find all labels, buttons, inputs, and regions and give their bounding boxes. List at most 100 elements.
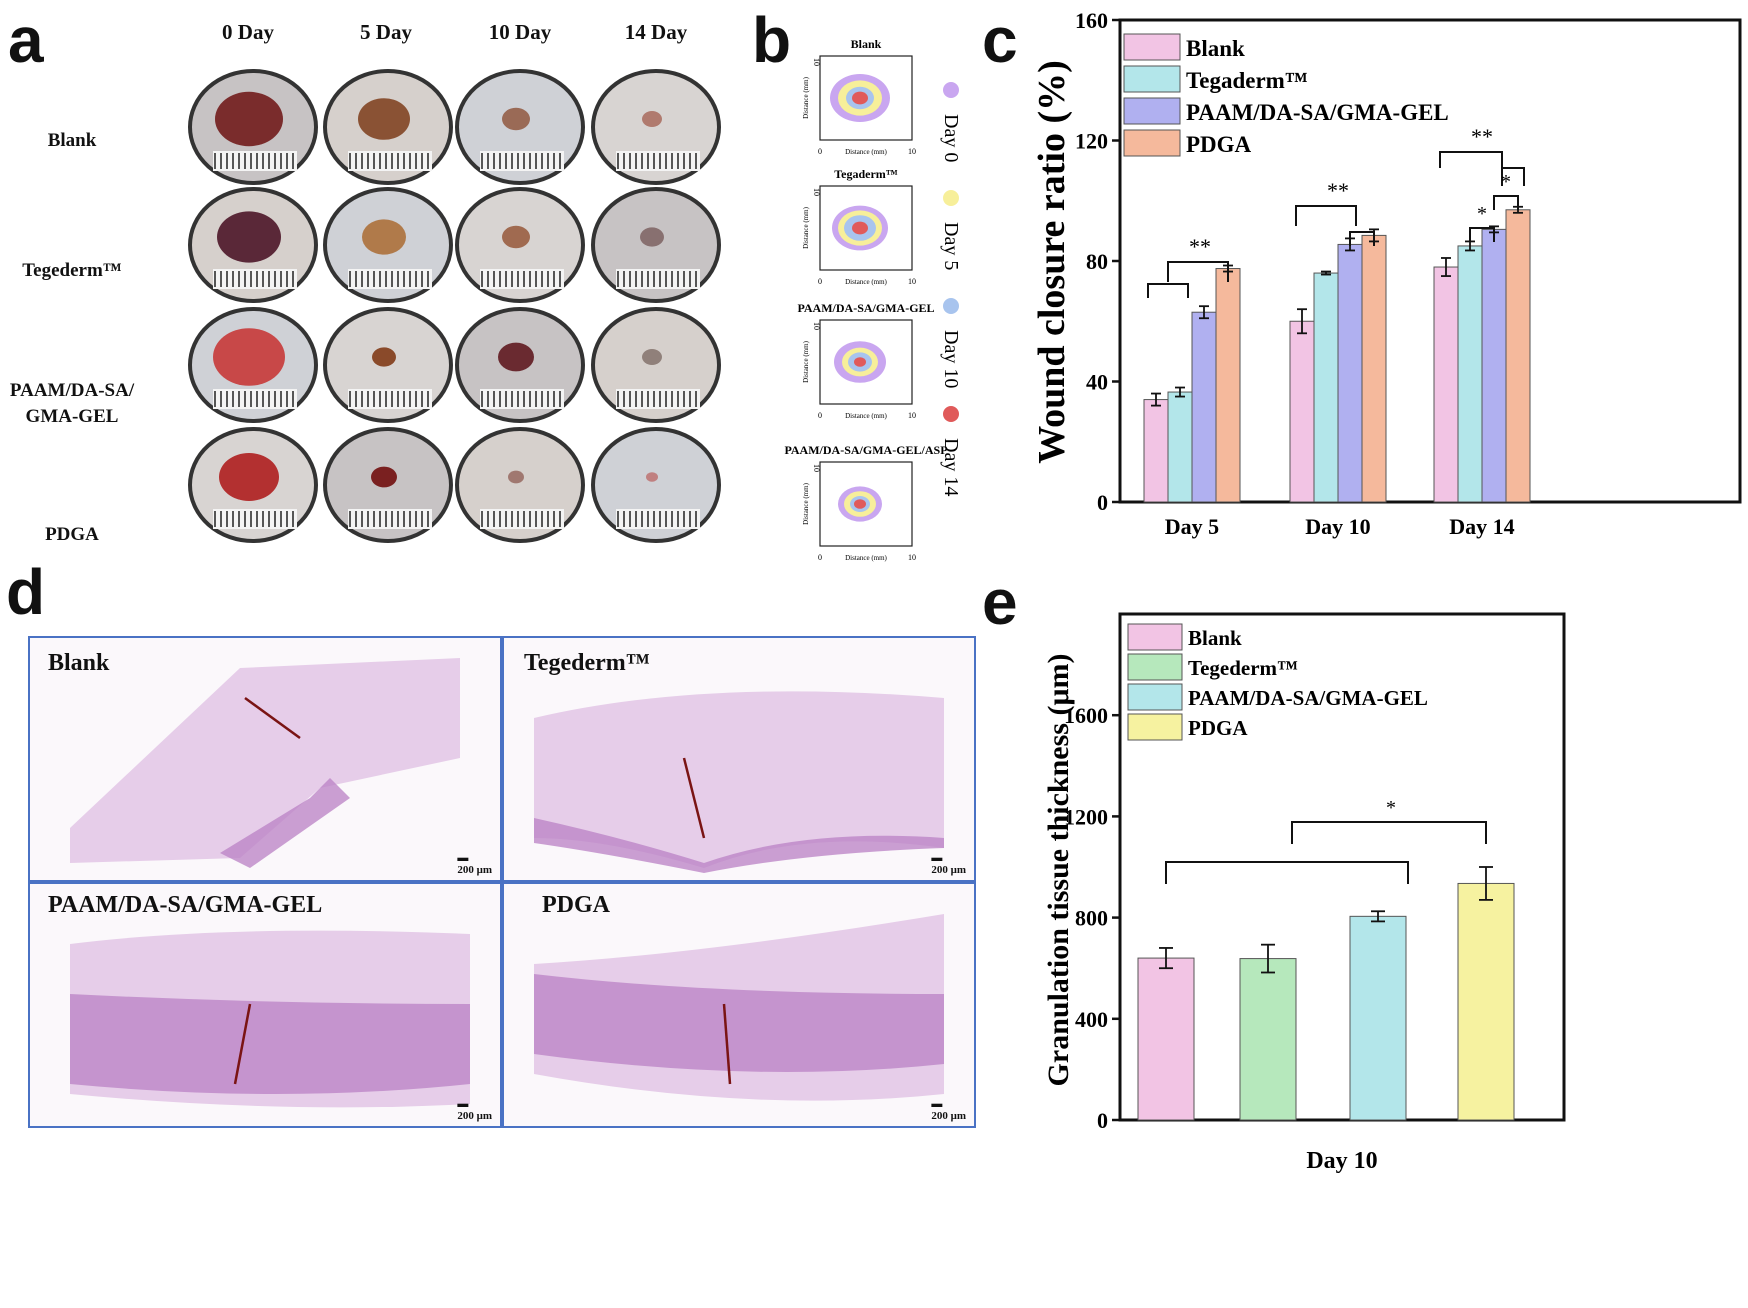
ruler — [213, 151, 297, 171]
histology-label: PDGA — [542, 892, 610, 918]
trace-ylabel: Distance (mm) — [802, 76, 810, 118]
bar — [1361, 234, 1387, 503]
significance-mark: * — [1386, 797, 1396, 819]
ruler — [616, 389, 700, 409]
thickness-arrow — [244, 696, 301, 740]
ruler-body — [348, 269, 432, 289]
epidermis-layer — [220, 778, 350, 868]
ruler — [213, 389, 297, 409]
significance-mark: * — [1501, 171, 1511, 193]
scale-bar-text: 200 μm — [457, 1110, 492, 1122]
trace-tick: 10 — [812, 58, 821, 66]
histology-label: Tegederm™ — [524, 650, 650, 676]
scale-bar: ▬ 200 μm — [931, 1098, 966, 1122]
ruler-body — [480, 151, 564, 171]
day-header: 10 Day — [488, 20, 552, 44]
significance-mark: ** — [1471, 124, 1493, 149]
tissue-image — [504, 884, 974, 1126]
y-tick-label: 80 — [1086, 249, 1108, 274]
ruler-body — [480, 269, 564, 289]
legend-label: Day 14 — [940, 438, 962, 496]
day-header: 5 Day — [360, 20, 412, 44]
panel-label-d: d — [6, 556, 46, 628]
wound-area — [642, 349, 662, 365]
bar — [1457, 245, 1483, 503]
y-tick-label: 400 — [1075, 1007, 1108, 1032]
x-axis-label: Day 10 — [1306, 1148, 1377, 1174]
tissue-image — [504, 638, 974, 880]
ruler-body — [616, 389, 700, 409]
trace-xlabel: Distance (mm) — [845, 554, 887, 562]
bar — [1215, 268, 1241, 503]
significance-bracket — [1295, 205, 1357, 226]
trace-tick: 10 — [812, 188, 821, 196]
trace-xlabel: Distance (mm) — [845, 412, 887, 420]
ruler — [348, 389, 432, 409]
y-tick-label: 160 — [1075, 8, 1108, 33]
wound-photo-grid — [188, 69, 721, 543]
panel-label-a: a — [8, 4, 44, 76]
significance-bracket — [1439, 151, 1503, 168]
wound-area — [215, 91, 283, 147]
group-label-text: PAAM/DA-SA/ GMA-GEL — [9, 380, 135, 427]
trace-tick: 0 — [818, 553, 822, 562]
wound-area — [502, 225, 530, 249]
trace-ring — [854, 499, 866, 509]
ruler-body — [213, 151, 297, 171]
ruler — [616, 151, 700, 171]
significance-mark: ** — [1189, 234, 1211, 259]
trace-tick: 10 — [908, 147, 916, 156]
y-axis-label: Granulation tissue thickness (μm) — [1042, 654, 1075, 1087]
legend-label: Day 5 — [940, 222, 962, 270]
trace-ylabel: Distance (mm) — [802, 482, 810, 524]
x-tick-label: Day 5 — [1165, 514, 1219, 539]
legend-swatch — [1123, 129, 1181, 157]
ruler — [480, 151, 564, 171]
bar — [1433, 266, 1459, 503]
epidermis-layer — [70, 994, 470, 1094]
legend-swatch — [1127, 623, 1183, 651]
bar — [1349, 915, 1407, 1121]
legend-swatch — [943, 298, 959, 314]
legend-swatch — [1127, 653, 1183, 681]
ruler-body — [348, 509, 432, 529]
legend-swatch — [1123, 33, 1181, 61]
x-tick-label: Day 10 — [1305, 514, 1370, 539]
x-tick-label: Day 14 — [1449, 514, 1514, 539]
trace-tick: 0 — [818, 147, 822, 156]
significance-bracket — [1167, 261, 1229, 282]
significance-bracket — [1493, 195, 1519, 210]
wound-area — [646, 472, 658, 482]
trace-tick: 10 — [908, 411, 916, 420]
scale-bar-text: 200 μm — [931, 1110, 966, 1122]
trace-tick: 10 — [812, 322, 821, 330]
wound-area — [358, 98, 410, 140]
wound-area — [217, 211, 281, 263]
y-tick-label: 800 — [1075, 906, 1108, 931]
group-label: PDGA — [45, 524, 99, 545]
ruler-body — [348, 151, 432, 171]
y-tick-label: 0 — [1097, 1108, 1108, 1133]
wound-trace-plots: Blank 0 10 Distance (mm) Distance (mm) 10 Tega… — [784, 37, 947, 562]
trace-xlabel: Distance (mm) — [845, 278, 887, 286]
legend-label: Blank — [1188, 626, 1242, 650]
ruler — [348, 151, 432, 171]
ruler-body — [480, 389, 564, 409]
y-tick-label: 1200 — [1064, 804, 1108, 829]
histology-tegaderm: Tegederm™ ▬ 200 μm — [502, 636, 976, 882]
significance-bracket — [1147, 283, 1189, 298]
bar — [1239, 958, 1297, 1121]
wound-area — [502, 107, 530, 131]
scale-bar: ▬ 200 μm — [931, 852, 966, 876]
group-label: PAAM/DA-SA/ GMA-GEL — [0, 378, 152, 429]
scale-bar-text: 200 μm — [931, 864, 966, 876]
wound-area — [372, 347, 396, 367]
wound-area — [642, 111, 662, 127]
trace-ylabel: Distance (mm) — [802, 206, 810, 248]
histology-pdga: PDGA ▬ 200 μm — [502, 882, 976, 1128]
trace-ylabel: Distance (mm) — [802, 340, 810, 382]
panel-label-c: c — [982, 4, 1018, 76]
day-header: 14 Day — [624, 20, 688, 44]
ruler — [616, 509, 700, 529]
bar — [1289, 320, 1315, 503]
